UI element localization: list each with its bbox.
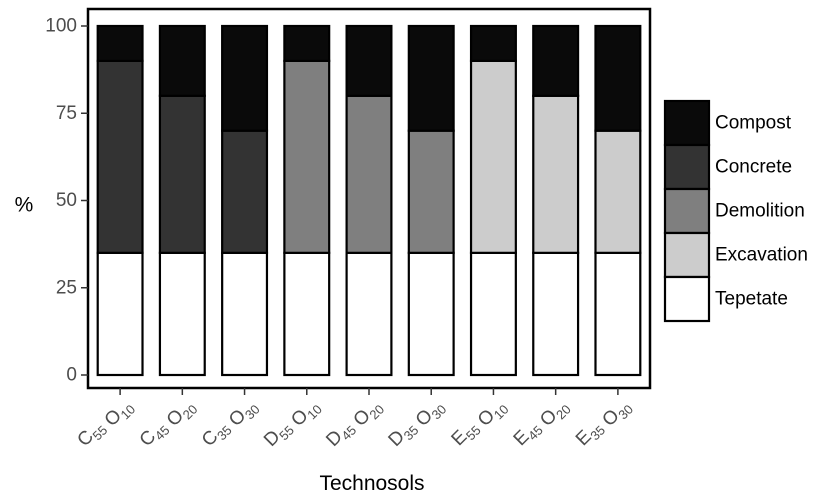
bar-segment-compost-3: [221, 24, 269, 132]
legend-label-tepetate: Tepetate: [715, 289, 788, 310]
x-tick-label-6: D35 O30: [385, 392, 450, 457]
bar-segment-compost-5: [345, 24, 393, 97]
bar-segment-excavation-9: [594, 129, 642, 254]
bar-segment-tepetate-1: [96, 251, 144, 377]
bar-segment-tepetate-3: [221, 251, 269, 377]
x-tick-label-9: E35 O30: [572, 392, 636, 456]
bar-segment-tepetate-9: [594, 251, 642, 377]
legend: Compost Concrete Demolition Excavation Tepet…: [663, 99, 808, 323]
legend-swatch-excavation: [663, 231, 711, 279]
legend-label-concrete: Concrete: [715, 157, 792, 178]
bar-segment-compost-9: [594, 24, 642, 132]
bar-segment-tepetate-7: [469, 251, 517, 377]
x-tick-label-5: D45 O20: [322, 392, 387, 457]
bar-segment-compost-4: [283, 24, 331, 63]
y-axis-title: %: [15, 194, 34, 217]
y-tick-label-75: 75: [56, 103, 77, 124]
y-tick-label-0: 0: [66, 365, 77, 386]
legend-swatch-demolition: [663, 187, 711, 235]
x-tick-label-7: E55 O10: [448, 392, 512, 456]
bar-segment-tepetate-4: [283, 251, 331, 377]
legend-swatch-concrete: [663, 143, 711, 191]
bar-segment-compost-7: [469, 24, 517, 63]
legend-label-excavation: Excavation: [715, 245, 808, 266]
legend-label-compost: Compost: [715, 113, 792, 134]
y-tick-label-50: 50: [56, 190, 77, 211]
x-axis-title: Technosols: [319, 472, 424, 494]
bar-segment-tepetate-6: [407, 251, 455, 377]
x-tick-label-2: C45 O20: [136, 392, 201, 457]
bar-segment-tepetate-5: [345, 251, 393, 377]
bar-segment-compost-2: [158, 24, 206, 97]
y-tick-label-25: 25: [56, 277, 77, 298]
bar-segment-excavation-7: [469, 59, 517, 254]
legend-label-demolition: Demolition: [715, 201, 805, 222]
bar-segment-demolition-6: [407, 129, 455, 254]
x-tick-label-8: E45 O20: [510, 392, 574, 456]
bar-segment-excavation-8: [532, 94, 580, 254]
x-tick-label-3: C35 O30: [198, 392, 263, 457]
bar-segment-concrete-1: [96, 59, 144, 254]
bar-segment-concrete-2: [158, 94, 206, 254]
y-axis: 0 25 50 75 100: [45, 16, 88, 386]
bar-segment-tepetate-2: [158, 251, 206, 377]
legend-swatch-compost: [663, 99, 711, 147]
bars-layer: [96, 24, 642, 377]
bar-segment-demolition-4: [283, 59, 331, 254]
y-tick-label-100: 100: [45, 16, 77, 37]
bar-segment-compost-1: [96, 24, 144, 63]
bar-segment-compost-6: [407, 24, 455, 132]
bar-segment-compost-8: [532, 24, 580, 97]
x-tick-label-1: C55 O10: [73, 392, 138, 457]
bar-segment-concrete-3: [221, 129, 269, 254]
bar-segment-tepetate-8: [532, 251, 580, 377]
x-tick-label-4: D55 O10: [260, 392, 325, 457]
legend-swatch-tepetate: [663, 275, 711, 323]
bar-segment-demolition-5: [345, 94, 393, 254]
